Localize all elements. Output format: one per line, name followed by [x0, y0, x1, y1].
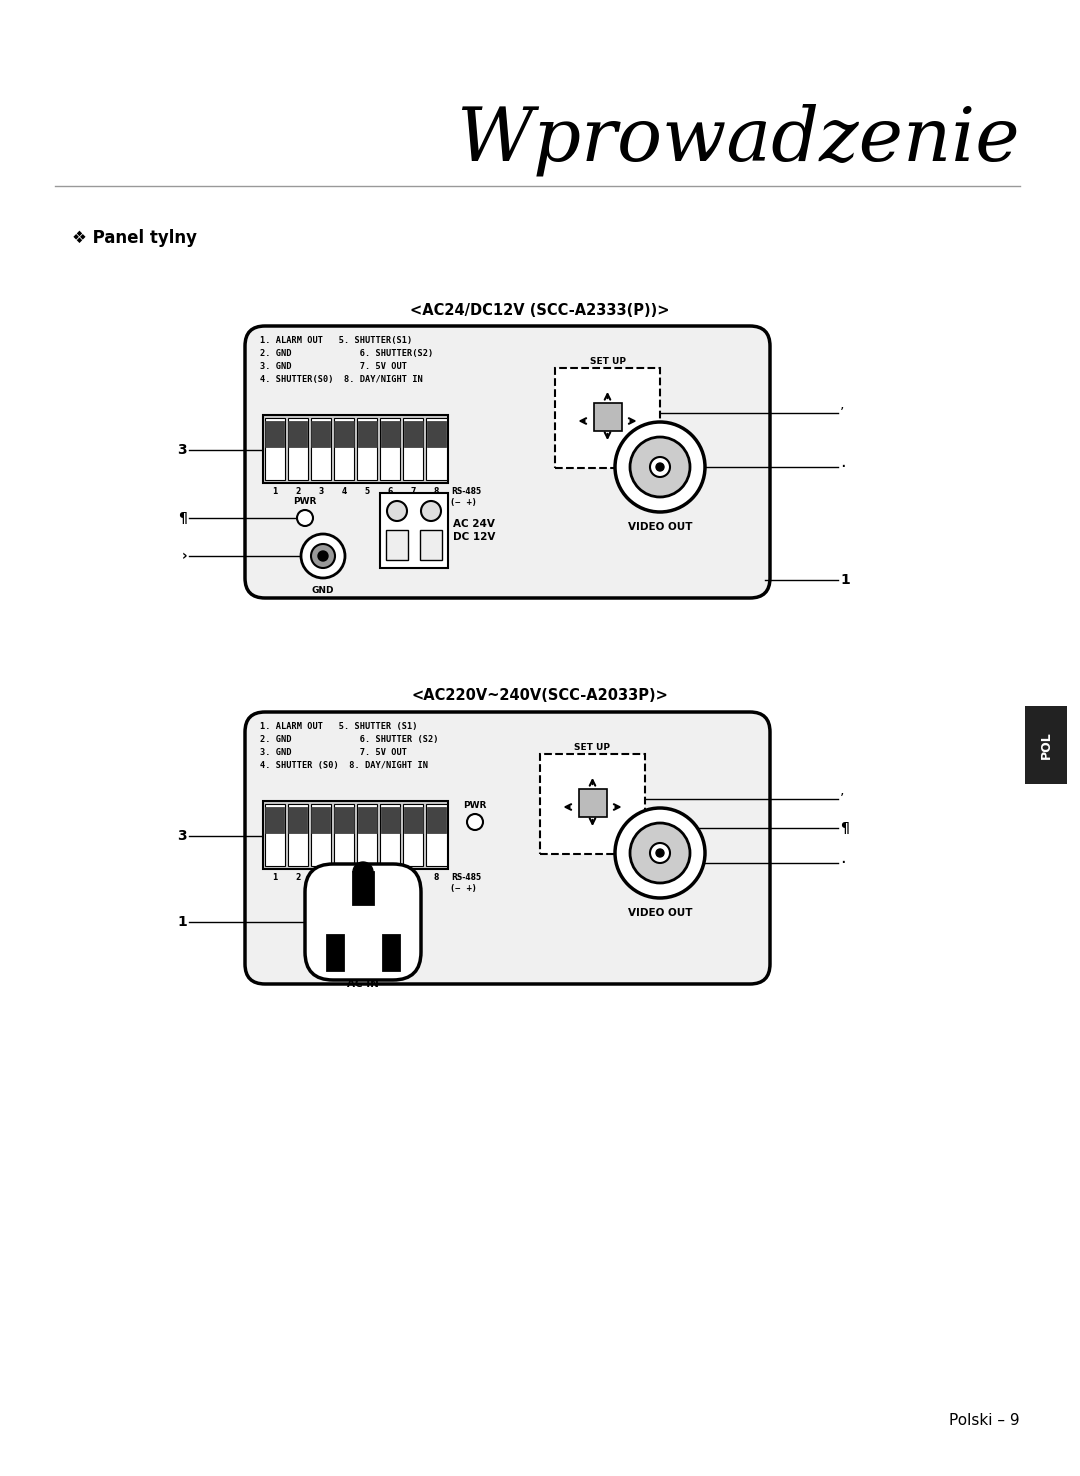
Text: 1: 1	[177, 915, 187, 928]
Bar	[420, 530, 442, 559]
Bar	[334, 418, 354, 480]
Bar	[265, 807, 284, 832]
Bar	[264, 415, 448, 483]
Text: ¶: ¶	[840, 821, 849, 835]
Bar	[427, 418, 446, 480]
Bar	[380, 493, 448, 568]
Bar	[383, 934, 399, 970]
Text: ·: ·	[840, 855, 846, 872]
Circle shape	[656, 849, 664, 858]
Text: VIDEO OUT: VIDEO OUT	[627, 908, 692, 918]
Text: 6: 6	[388, 487, 393, 496]
Circle shape	[630, 437, 690, 497]
Bar	[594, 403, 621, 431]
Text: ¶: ¶	[178, 511, 187, 525]
Bar	[311, 421, 330, 447]
Text: SET UP: SET UP	[590, 357, 625, 366]
Bar	[265, 418, 285, 480]
Text: 3: 3	[177, 443, 187, 458]
Circle shape	[630, 824, 690, 883]
Text: 1: 1	[272, 872, 278, 883]
Text: 5: 5	[365, 872, 369, 883]
Text: AC IN: AC IN	[347, 979, 379, 989]
Text: 4: 4	[341, 487, 347, 496]
Bar	[540, 754, 645, 855]
Text: POL: POL	[1039, 731, 1053, 759]
Bar	[357, 804, 377, 866]
Text: 2: 2	[295, 872, 300, 883]
Bar	[288, 807, 307, 832]
Bar	[579, 790, 607, 818]
Text: ›: ›	[181, 549, 187, 562]
Bar	[404, 807, 423, 832]
Bar	[555, 368, 660, 468]
Text: 3: 3	[319, 872, 323, 883]
Text: 1. ALARM OUT   5. SHUTTER (S1)
2. GND             6. SHUTTER (S2)
3. GND        : 1. ALARM OUT 5. SHUTTER (S1) 2. GND 6. S…	[260, 722, 438, 769]
Circle shape	[650, 458, 670, 477]
Circle shape	[467, 813, 483, 830]
Bar	[380, 421, 400, 447]
Wedge shape	[353, 862, 373, 872]
Text: 5: 5	[365, 487, 369, 496]
Circle shape	[301, 534, 345, 579]
Circle shape	[650, 843, 670, 863]
Bar	[311, 418, 330, 480]
Bar	[427, 804, 446, 866]
Bar	[287, 418, 308, 480]
Bar	[1025, 706, 1067, 784]
Circle shape	[318, 551, 328, 561]
Bar	[380, 418, 401, 480]
Bar	[335, 807, 353, 832]
Bar	[311, 807, 330, 832]
Text: PWR: PWR	[294, 497, 316, 506]
Text: ’: ’	[840, 793, 845, 806]
FancyBboxPatch shape	[245, 711, 770, 984]
Bar	[327, 934, 343, 970]
Text: ❖ Panel tylny: ❖ Panel tylny	[72, 229, 197, 246]
Text: 8: 8	[434, 872, 440, 883]
Bar	[353, 872, 373, 903]
Bar	[357, 421, 377, 447]
Text: <AC24/DC12V (SCC-A2333(P))>: <AC24/DC12V (SCC-A2333(P))>	[410, 303, 670, 317]
Circle shape	[297, 511, 313, 525]
Circle shape	[656, 463, 664, 471]
Text: 4: 4	[341, 872, 347, 883]
Circle shape	[615, 422, 705, 512]
Bar	[403, 418, 423, 480]
Bar	[311, 804, 330, 866]
Text: SET UP: SET UP	[575, 742, 610, 751]
Bar	[427, 807, 446, 832]
Text: RS-485
(−  +): RS-485 (− +)	[451, 487, 481, 508]
Text: 3: 3	[319, 487, 323, 496]
Text: 1. ALARM OUT   5. SHUTTER(S1)
2. GND             6. SHUTTER(S2)
3. GND          : 1. ALARM OUT 5. SHUTTER(S1) 2. GND 6. SH…	[260, 337, 433, 384]
Text: 1: 1	[840, 573, 850, 587]
Circle shape	[421, 500, 441, 521]
Text: AC 24V
DC 12V: AC 24V DC 12V	[453, 520, 496, 542]
Text: Wprowadzenie: Wprowadzenie	[457, 103, 1020, 176]
Bar	[265, 421, 284, 447]
Bar	[386, 530, 408, 559]
Bar	[357, 807, 377, 832]
Text: ·: ·	[840, 458, 846, 475]
Circle shape	[311, 545, 335, 568]
Bar	[335, 421, 353, 447]
Text: ’: ’	[840, 406, 845, 421]
Text: 8: 8	[434, 487, 440, 496]
FancyBboxPatch shape	[305, 863, 421, 980]
Text: RS-485
(−  +): RS-485 (− +)	[451, 872, 481, 893]
Text: Polski – 9: Polski – 9	[949, 1413, 1020, 1427]
Circle shape	[387, 500, 407, 521]
Text: VIDEO OUT: VIDEO OUT	[627, 523, 692, 531]
Bar	[264, 801, 448, 869]
Circle shape	[615, 807, 705, 897]
Text: 2: 2	[295, 487, 300, 496]
Bar	[357, 418, 377, 480]
Bar	[334, 804, 354, 866]
Bar	[380, 804, 401, 866]
Text: <AC220V~240V(SCC-A2033P)>: <AC220V~240V(SCC-A2033P)>	[411, 688, 669, 703]
Bar	[404, 421, 423, 447]
Bar	[287, 804, 308, 866]
Text: 1: 1	[272, 487, 278, 496]
Bar	[265, 804, 285, 866]
Text: 6: 6	[388, 872, 393, 883]
